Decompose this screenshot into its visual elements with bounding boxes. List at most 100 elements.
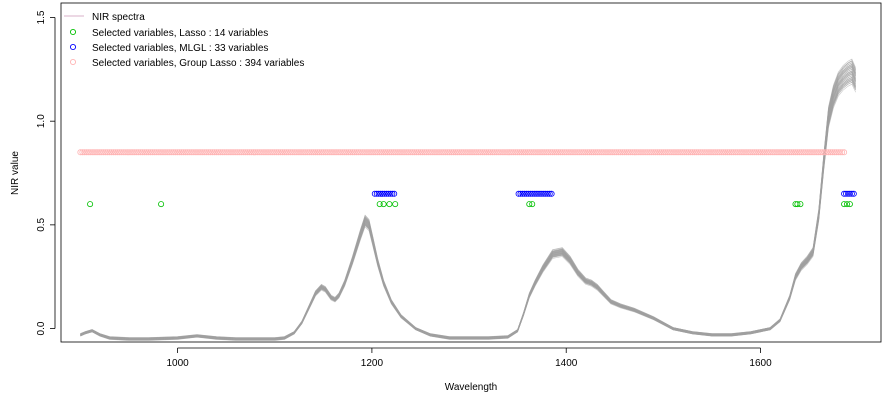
point-mlgl	[538, 190, 545, 197]
point-group-lasso	[572, 149, 579, 156]
point-group-lasso	[316, 149, 323, 156]
point-group-lasso	[417, 149, 424, 156]
point-group-lasso	[602, 149, 609, 156]
point-group-lasso	[172, 149, 179, 156]
point-group-lasso	[93, 149, 100, 156]
point-group-lasso	[792, 149, 799, 156]
point-group-lasso	[769, 149, 776, 156]
point-group-lasso	[347, 149, 354, 156]
point-group-lasso	[500, 149, 507, 156]
point-group-lasso	[778, 149, 785, 156]
spectrum-curve	[80, 60, 856, 339]
point-group-lasso	[261, 149, 268, 156]
point-mlgl	[383, 190, 390, 197]
point-group-lasso	[625, 149, 632, 156]
point-group-lasso	[526, 149, 533, 156]
point-group-lasso	[827, 149, 834, 156]
point-group-lasso	[359, 149, 366, 156]
point-group-lasso	[631, 149, 638, 156]
spectrum-curve	[80, 73, 856, 340]
point-group-lasso	[780, 149, 787, 156]
point-group-lasso	[642, 149, 649, 156]
point-group-lasso	[839, 149, 846, 156]
point-group-lasso	[590, 149, 597, 156]
point-group-lasso	[413, 149, 420, 156]
point-group-lasso	[687, 149, 694, 156]
point-mlgl	[546, 190, 553, 197]
point-group-lasso	[724, 149, 731, 156]
point-group-lasso	[788, 149, 795, 156]
point-group-lasso	[782, 149, 789, 156]
point-group-lasso	[364, 149, 371, 156]
point-group-lasso	[178, 149, 185, 156]
point-group-lasso	[186, 149, 193, 156]
point-group-lasso	[102, 149, 109, 156]
point-mlgl	[373, 190, 380, 197]
legend-label-mlgl: Selected variables, MLGL : 33 variables	[92, 43, 268, 54]
axes-layer: 1000 1200 1400 1600 0.0 0.5 1.0 1.5	[36, 10, 772, 369]
point-mlgl	[845, 190, 852, 197]
point-lasso	[380, 201, 387, 208]
point-group-lasso	[475, 149, 482, 156]
point-group-lasso	[448, 149, 455, 156]
spectrum-curve	[80, 79, 856, 338]
point-group-lasso	[637, 149, 644, 156]
point-group-lasso	[197, 149, 204, 156]
spectrum-curve	[80, 65, 856, 341]
point-group-lasso	[361, 149, 368, 156]
point-group-lasso	[697, 149, 704, 156]
point-group-lasso	[796, 149, 803, 156]
point-group-lasso	[207, 149, 214, 156]
point-group-lasso	[567, 149, 574, 156]
point-group-lasso	[244, 149, 251, 156]
point-group-lasso	[174, 149, 181, 156]
point-group-lasso	[617, 149, 624, 156]
point-group-lasso	[326, 149, 333, 156]
point-group-lasso	[401, 149, 408, 156]
point-group-lasso	[549, 149, 556, 156]
point-group-lasso	[662, 149, 669, 156]
point-group-lasso	[223, 149, 230, 156]
point-group-lasso	[749, 149, 756, 156]
point-mlgl	[521, 190, 528, 197]
point-group-lasso	[287, 149, 294, 156]
point-mlgl	[848, 190, 855, 197]
point-group-lasso	[98, 149, 105, 156]
point-group-lasso	[777, 149, 784, 156]
point-group-lasso	[753, 149, 760, 156]
spectrum-curve	[80, 78, 856, 339]
point-group-lasso	[479, 149, 486, 156]
spectrum-curve	[80, 65, 856, 340]
point-group-lasso	[248, 149, 255, 156]
point-group-lasso	[530, 149, 537, 156]
point-group-lasso	[598, 149, 605, 156]
point-mlgl	[537, 190, 544, 197]
spectrum-curve	[80, 80, 856, 340]
point-group-lasso	[835, 149, 842, 156]
point-group-lasso	[497, 149, 504, 156]
x-axis-label: Wavelength	[445, 382, 497, 393]
point-group-lasso	[425, 149, 432, 156]
x-tick-label: 1000	[166, 358, 189, 369]
point-group-lasso	[462, 149, 469, 156]
legend-swatch-group-lasso	[69, 58, 77, 66]
point-group-lasso	[91, 149, 98, 156]
point-mlgl	[525, 190, 532, 197]
point-group-lasso	[131, 149, 138, 156]
point-mlgl	[531, 190, 538, 197]
spectrum-curve	[80, 70, 856, 340]
point-group-lasso	[324, 149, 331, 156]
spectrum-curve	[80, 68, 856, 339]
point-group-lasso	[190, 149, 197, 156]
point-group-lasso	[804, 149, 811, 156]
point-group-lasso	[516, 149, 523, 156]
point-group-lasso	[623, 149, 630, 156]
spectrum-curve	[80, 62, 856, 341]
point-group-lasso	[821, 149, 828, 156]
point-group-lasso	[275, 149, 282, 156]
point-group-lasso	[349, 149, 356, 156]
point-group-lasso	[110, 149, 117, 156]
point-group-lasso	[611, 149, 618, 156]
point-group-lasso	[726, 149, 733, 156]
point-group-lasso	[170, 149, 177, 156]
